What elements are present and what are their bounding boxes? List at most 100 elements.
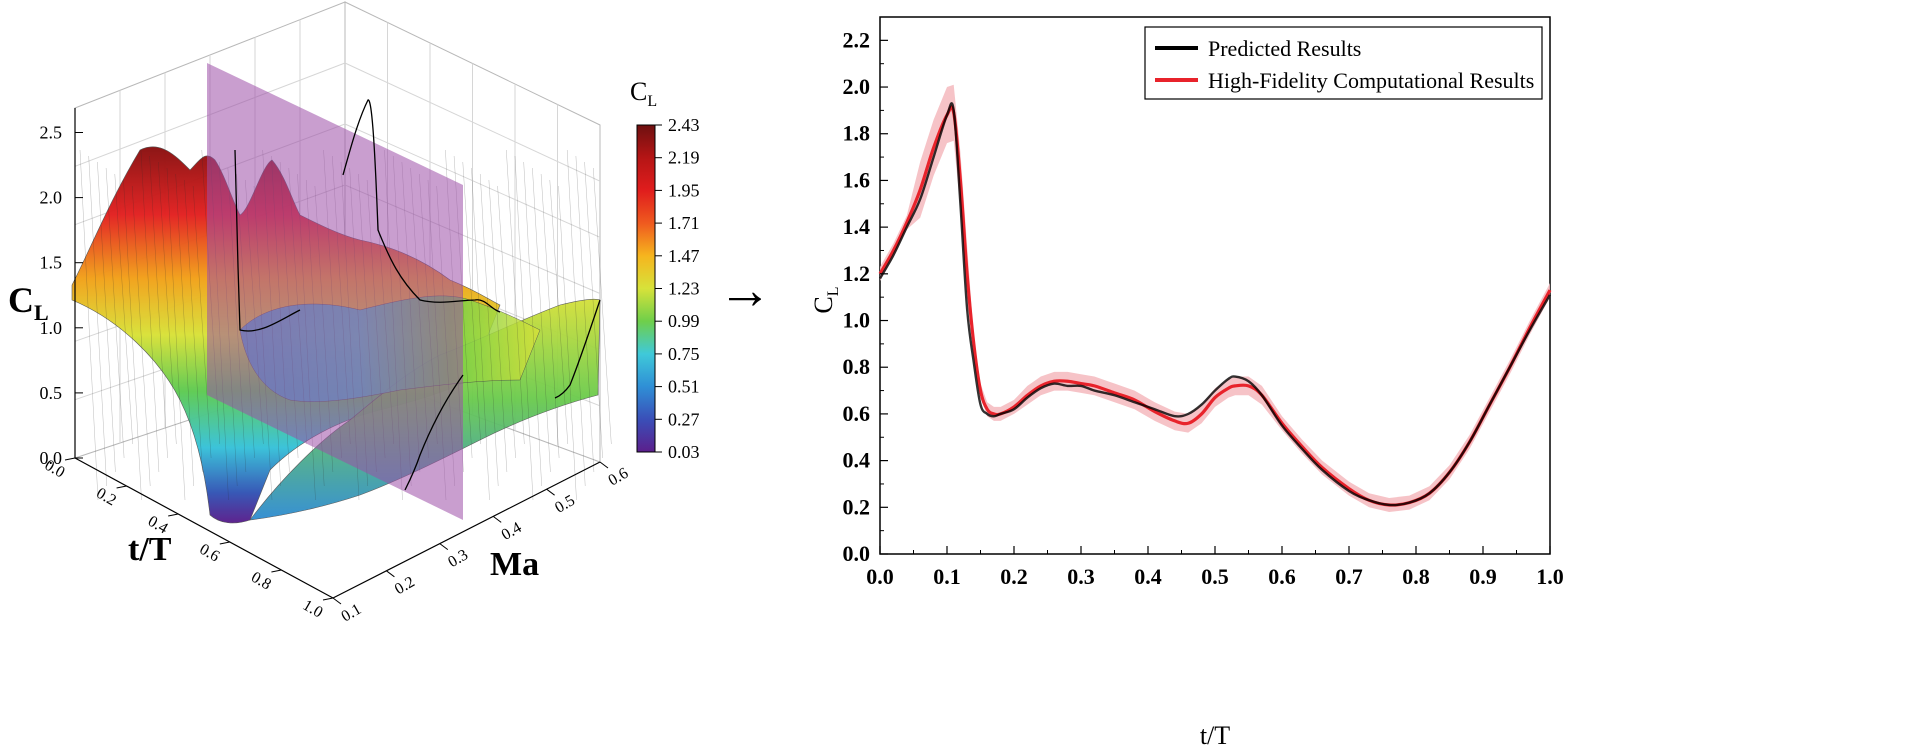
y-tick-label: 1.4: [843, 214, 871, 239]
mesh-line: [184, 179, 203, 473]
mesh-line: [114, 173, 133, 445]
colorbar-tick-label: 2.19: [668, 148, 700, 168]
x3d-tick-label: 0.8: [248, 569, 274, 594]
boundary-curve-c: [554, 299, 601, 399]
y-axis-line: [332, 461, 601, 599]
legend: Predicted Results High-Fidelity Computat…: [1144, 26, 1543, 100]
mesh-line: [567, 149, 586, 487]
z3d-tick-label: 0.5: [40, 383, 63, 403]
z3d-tick-label: 2.5: [40, 123, 63, 143]
mesh-line: [462, 161, 481, 445]
x3d-tick-label: 0.2: [93, 485, 119, 510]
x-tick-label: 1.0: [1536, 564, 1564, 589]
mesh-line: [88, 155, 107, 487]
mesh-line: [192, 185, 212, 459]
mesh-line: [79, 149, 99, 501]
x3d-tick-mark: [219, 541, 230, 545]
x-tick-label: 0.2: [1000, 564, 1028, 589]
mesh-line: [158, 161, 177, 445]
y3d-tick-mark: [492, 516, 502, 523]
y-tick-label: 0.8: [843, 354, 871, 379]
mesh-line: [549, 179, 568, 445]
line-chart: 0.0 0.1 0.2 0.3 0.4 0.5 0.6 0.7 0.8 0.9 1.0 0.0 0.2…: [809, 16, 1564, 747]
colorbar-tick-label: 0.27: [668, 409, 700, 429]
mesh-line: [497, 185, 516, 459]
colorbar-title: CL: [630, 77, 657, 110]
mesh-line: [132, 185, 151, 487]
x-axis-ticks: 0.0 0.1 0.2 0.3 0.4 0.5 0.6 0.7 0.8 0.9 1.0: [866, 546, 1564, 589]
x3d-tick-label: 1.0: [300, 597, 326, 622]
y-axis-ticks: 0.0 0.2 0.4 0.6 0.8 1.0 1.2 1.4 1.6 1.8 2.0 2.2: [843, 27, 888, 566]
y-tick-label: 1.6: [843, 167, 871, 192]
mesh-line: [123, 179, 142, 501]
x3d-tick-mark: [64, 457, 76, 461]
y-tick-label: 2.2: [843, 27, 871, 52]
y-axis-label: CL: [809, 286, 842, 313]
slice-curve: [342, 99, 501, 313]
y-tick-label: 2.0: [843, 74, 871, 99]
mesh-line: [532, 167, 551, 473]
x-tick-label: 0.5: [1201, 564, 1229, 589]
x-axis-3d-label: t/T: [128, 531, 172, 568]
y-tick-label: 0.0: [843, 541, 871, 566]
arrow-icon: →: [718, 260, 772, 320]
y3d-tick-label: 0.1: [339, 601, 365, 626]
boundary-curve-b: [404, 374, 464, 491]
colorbar-tick-label: 1.23: [668, 279, 700, 299]
x-tick-label: 0.7: [1335, 564, 1363, 589]
mesh-line: [140, 149, 160, 473]
colorbar-ticks: 0.03 0.27 0.51 0.75 0.99 1.23 1.47 1.71 1.95 2.19…: [655, 115, 700, 462]
y-tick-label: 1.8: [843, 121, 871, 146]
mesh-line: [166, 167, 186, 501]
y3d-tick-label: 0.6: [606, 465, 632, 490]
mesh-line: [584, 161, 603, 459]
x-tick-label: 0.8: [1402, 564, 1430, 589]
z3d-tick-label: 0.0: [40, 448, 63, 468]
y-tick-label: 0.4: [843, 448, 871, 473]
mesh-line: [149, 155, 168, 459]
y3d-tick-label: 0.3: [445, 546, 471, 571]
mesh-line: [593, 167, 612, 445]
x-tick-label: 0.4: [1134, 564, 1162, 589]
plot-frame: [879, 16, 1551, 555]
surface-plot-3d: 0.00.20.40.60.81.0 0.10.20.30.40.50.6 0.…: [8, 1, 700, 626]
y-tick-label: 1.0: [843, 308, 871, 333]
x3d-tick-mark: [322, 597, 334, 601]
mesh-line: [540, 173, 560, 459]
series-band-high-fidelity: [880, 84, 1550, 512]
y3d-tick-label: 0.5: [552, 492, 578, 517]
mesh-line: [575, 155, 595, 473]
legend-label-high-fidelity: High-Fidelity Computational Results: [1208, 68, 1534, 93]
boundary-curve-a: [234, 149, 301, 332]
y3d-tick-label: 0.2: [392, 574, 418, 599]
y3d-tick-mark: [386, 570, 395, 578]
z3d-tick-label: 1.5: [40, 253, 63, 273]
y3d-tick-mark: [439, 543, 449, 550]
y3d-tick-mark: [546, 488, 555, 496]
colorbar: [636, 124, 656, 453]
z3d-tick-label: 1.0: [40, 318, 63, 338]
mesh-line: [480, 173, 499, 487]
colorbar-tick-label: 0.51: [668, 377, 700, 397]
x-axis-label: t/T: [1200, 721, 1230, 747]
x3d-tick-label: 0.6: [196, 541, 222, 566]
y3d-tick-mark: [599, 461, 609, 469]
mesh-line: [97, 161, 116, 473]
x-tick-label: 0.9: [1469, 564, 1497, 589]
z3d-tick-label: 2.0: [40, 188, 63, 208]
x3d-tick-mark: [116, 485, 127, 489]
mesh-line: [558, 185, 577, 501]
y-tick-label: 0.6: [843, 401, 871, 426]
x3d-tick-mark: [168, 513, 179, 517]
mesh-line: [514, 155, 534, 501]
x-tick-label: 0.3: [1067, 564, 1095, 589]
series-line-predicted: [878, 102, 1552, 507]
y-tick-label: 0.2: [843, 494, 871, 519]
legend-label-predicted: Predicted Results: [1208, 36, 1361, 61]
colorbar-tick-label: 0.03: [668, 442, 700, 462]
z-axis-3d-ticks: 0.0 0.5 1.0 1.5 2.0 2.5: [40, 123, 83, 468]
x-tick-label: 0.0: [866, 564, 894, 589]
colorbar-tick-label: 1.71: [668, 213, 700, 233]
mesh-line: [523, 161, 542, 487]
